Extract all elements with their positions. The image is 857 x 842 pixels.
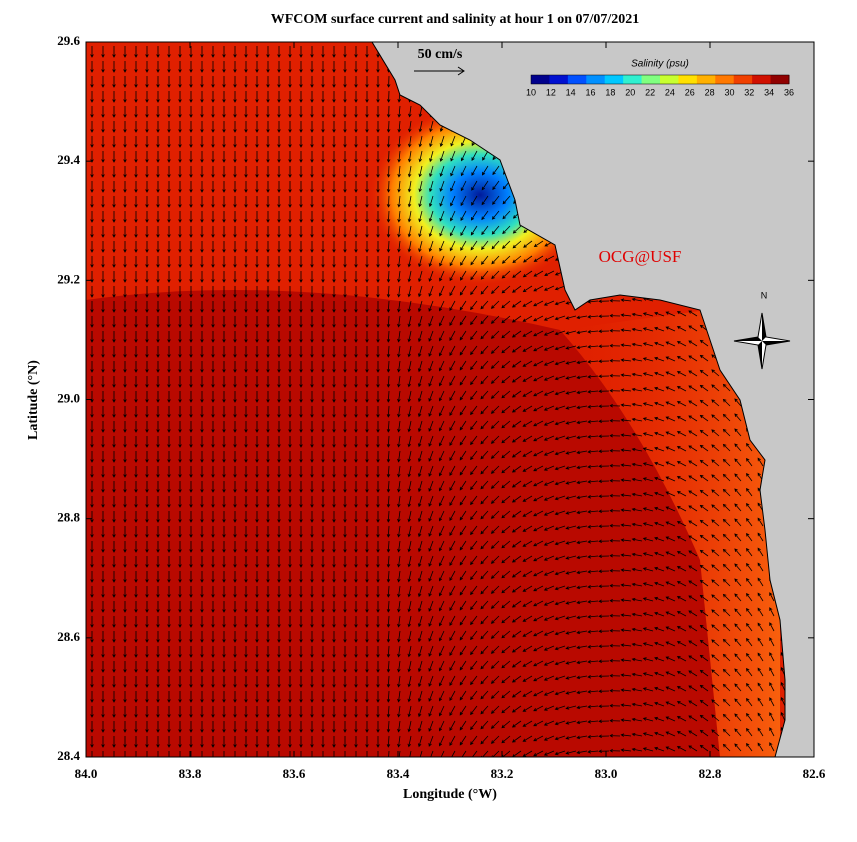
x-tick-label: 83.6 [283,766,306,781]
y-tick-label: 28.6 [57,629,80,644]
x-tick-label: 83.8 [179,766,202,781]
colorbar-tick-label: 22 [645,87,655,97]
x-tick-label: 82.6 [803,766,826,781]
colorbar-swatch [696,75,716,84]
compass-rose [733,312,791,370]
scale-arrow [414,66,465,76]
y-tick-label: 28.4 [57,748,80,763]
colorbar-tick-label: 14 [566,87,576,97]
colorbar-tick-label: 20 [625,87,635,97]
x-tick-label: 83.2 [491,766,514,781]
colorbar-tick-label: 24 [665,87,675,97]
colorbar-tick-label: 26 [685,87,695,97]
watermark: OCG@USF [599,247,682,266]
colorbar-swatch [641,75,661,84]
colorbar-swatch [531,75,550,84]
land [371,42,814,757]
x-tick-label: 83.0 [595,766,618,781]
coastal-zone [560,300,780,757]
colorbar-frame [530,74,790,85]
colorbar: 10 12 14 16 18 20 22 24 26 28 30 32 34 36 [526,74,794,97]
title: WFCOM surface current and salinity at ho… [271,12,640,27]
colorbar-tick-label: 10 [526,87,536,97]
colorbar-tick-label: 12 [546,87,556,97]
colorbar-tick-label: 36 [784,87,794,97]
compass-label: N [761,290,768,300]
colorbar-tick-label: 28 [705,87,715,97]
y-tick-label: 29.4 [57,152,80,167]
colorbar-swatch [715,75,735,84]
colorbar-swatch [660,75,679,84]
colorbar-tick-label: 16 [586,87,596,97]
colorbar-swatch [549,75,569,84]
colorbar-swatch [752,75,772,84]
y-tick-label: 29.0 [57,390,80,405]
y-tick-label: 28.8 [57,510,80,525]
colorbar-swatch [586,75,606,84]
colorbar-swatch [678,75,698,84]
y-tick-label: 29.6 [57,33,80,48]
x-axis-label: Longitude (°W) [403,787,497,802]
scale-label: 50 cm/s [418,47,463,62]
colorbar-swatch [604,75,624,84]
colorbar-tick-label: 34 [764,87,774,97]
colorbar-tick-label: 30 [724,87,734,97]
colorbar-swatch [733,75,753,84]
map-field [86,42,814,757]
x-tick-label: 84.0 [75,766,98,781]
colorbar-swatch [770,75,790,84]
y-tick-label: 29.2 [57,271,80,286]
colorbar-swatch [567,75,587,84]
colorbar-tick-label: 32 [744,87,754,97]
colorbar-tick-label: 18 [605,87,615,97]
x-tick-label: 83.4 [387,766,410,781]
x-tick-label: 82.8 [699,766,722,781]
y-axis-label: Latitude (°N) [26,360,41,440]
colorbar-swatch [623,75,643,84]
colorbar-title: Salinity (psu) [631,59,689,70]
